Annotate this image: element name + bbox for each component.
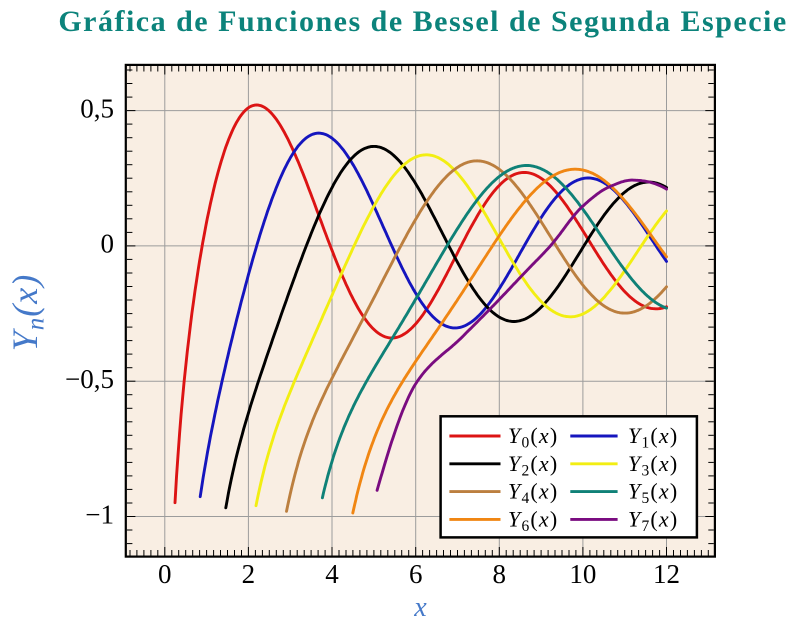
svg-text:Yn(x): Yn(x) [5, 274, 50, 352]
svg-text:Y1(x): Y1(x) [628, 423, 678, 452]
svg-text:4: 4 [325, 559, 339, 589]
svg-text:12: 12 [653, 559, 680, 589]
svg-text:Y3(x): Y3(x) [628, 451, 678, 480]
svg-text:−1: −1 [85, 499, 114, 529]
svg-text:Y5(x): Y5(x) [628, 479, 678, 508]
svg-text:0: 0 [101, 229, 115, 259]
svg-text:Y4(x): Y4(x) [508, 479, 558, 508]
svg-text:0: 0 [158, 559, 172, 589]
svg-text:0,5: 0,5 [80, 93, 114, 123]
svg-text:Gráfica de Funciones de Bessel: Gráfica de Funciones de Bessel de Segund… [58, 5, 787, 38]
svg-text:6: 6 [409, 559, 423, 589]
svg-text:2: 2 [242, 559, 256, 589]
svg-text:Y2(x): Y2(x) [508, 451, 558, 480]
svg-text:x: x [413, 592, 427, 623]
svg-text:−0,5: −0,5 [65, 364, 114, 394]
svg-text:10: 10 [569, 559, 596, 589]
svg-text:Y7(x): Y7(x) [628, 506, 678, 535]
svg-text:8: 8 [493, 559, 507, 589]
svg-text:Y0(x): Y0(x) [508, 423, 558, 452]
svg-text:Y6(x): Y6(x) [508, 506, 558, 535]
